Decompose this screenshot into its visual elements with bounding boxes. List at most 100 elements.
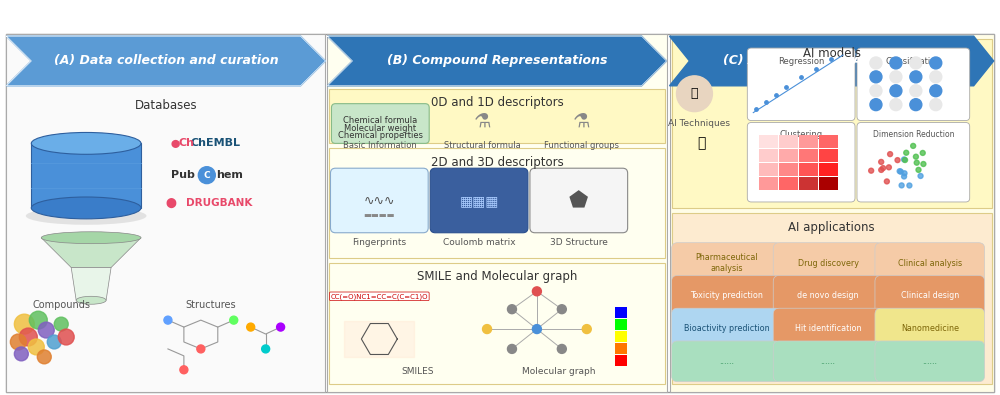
Circle shape — [890, 99, 902, 111]
Point — [768, 92, 784, 98]
Polygon shape — [6, 36, 325, 86]
Text: Databases: Databases — [135, 99, 197, 112]
Circle shape — [902, 174, 907, 179]
FancyBboxPatch shape — [773, 275, 883, 316]
Ellipse shape — [41, 232, 141, 244]
Circle shape — [920, 150, 925, 155]
Circle shape — [911, 143, 916, 149]
Point — [778, 84, 794, 90]
Text: Coulomb matrix: Coulomb matrix — [443, 238, 515, 247]
Circle shape — [903, 158, 908, 162]
Text: Pub: Pub — [171, 170, 195, 180]
Circle shape — [930, 85, 942, 97]
Circle shape — [557, 344, 566, 354]
Bar — [819, 163, 838, 176]
Text: ......: ...... — [922, 357, 937, 366]
Circle shape — [28, 339, 44, 355]
Text: ......: ...... — [719, 357, 734, 366]
FancyBboxPatch shape — [530, 168, 628, 233]
Text: hem: hem — [216, 170, 243, 180]
FancyBboxPatch shape — [773, 308, 883, 349]
Ellipse shape — [31, 197, 141, 219]
Text: Nanomedicine: Nanomedicine — [901, 324, 959, 333]
Text: Chemical properties: Chemical properties — [338, 132, 423, 141]
Circle shape — [921, 162, 926, 166]
Circle shape — [180, 366, 188, 374]
Circle shape — [897, 169, 902, 174]
Circle shape — [14, 347, 28, 361]
Circle shape — [164, 316, 172, 324]
Ellipse shape — [31, 132, 141, 154]
Polygon shape — [327, 36, 667, 86]
Circle shape — [582, 325, 591, 333]
Circle shape — [247, 323, 255, 331]
Text: Classification: Classification — [886, 57, 942, 66]
Bar — [779, 135, 798, 149]
Circle shape — [930, 99, 942, 111]
Text: ▦▦▦: ▦▦▦ — [459, 194, 499, 208]
Point — [793, 74, 809, 80]
Circle shape — [19, 328, 37, 346]
Text: Basic Information: Basic Information — [343, 141, 417, 150]
Text: SMILES: SMILES — [401, 367, 433, 376]
Text: 3D Structure: 3D Structure — [550, 238, 608, 247]
Circle shape — [507, 305, 516, 314]
Circle shape — [277, 323, 285, 331]
FancyBboxPatch shape — [875, 243, 985, 283]
Bar — [779, 163, 798, 176]
FancyBboxPatch shape — [747, 48, 855, 120]
Point — [823, 56, 839, 62]
Text: ∿∿∿: ∿∿∿ — [364, 194, 395, 207]
Circle shape — [910, 71, 922, 83]
Circle shape — [881, 166, 886, 171]
Polygon shape — [71, 267, 111, 300]
FancyBboxPatch shape — [672, 341, 781, 382]
Circle shape — [10, 334, 26, 350]
Circle shape — [47, 335, 61, 349]
Text: Chemical formula: Chemical formula — [343, 116, 417, 124]
Bar — [799, 149, 818, 162]
Text: Structures: Structures — [185, 300, 236, 310]
Bar — [615, 331, 627, 342]
Text: 💻: 💻 — [697, 136, 706, 150]
Text: ChEMBL: ChEMBL — [191, 138, 241, 149]
FancyBboxPatch shape — [672, 243, 781, 283]
Circle shape — [198, 167, 215, 184]
Text: Pharmaceutical
analysis: Pharmaceutical analysis — [695, 253, 758, 273]
Text: 🧠: 🧠 — [691, 87, 698, 100]
Text: Clinical design: Clinical design — [901, 291, 959, 300]
Text: ⚗: ⚗ — [473, 112, 491, 131]
Circle shape — [910, 85, 922, 97]
Text: Functional groups: Functional groups — [544, 141, 619, 150]
Circle shape — [890, 85, 902, 97]
Text: Compounds: Compounds — [32, 300, 90, 310]
Circle shape — [910, 99, 922, 111]
Polygon shape — [670, 36, 994, 86]
Text: Structural formula: Structural formula — [444, 141, 520, 150]
Text: AI Techniques: AI Techniques — [668, 119, 730, 128]
Text: Molecular weight: Molecular weight — [344, 124, 416, 133]
Text: Drug discovery: Drug discovery — [798, 259, 859, 267]
Circle shape — [870, 99, 882, 111]
Circle shape — [930, 71, 942, 83]
FancyBboxPatch shape — [331, 103, 429, 143]
Text: AI applications: AI applications — [788, 221, 875, 234]
Bar — [819, 149, 838, 162]
FancyBboxPatch shape — [329, 89, 665, 143]
Bar — [779, 149, 798, 162]
Text: Fingerprints: Fingerprints — [352, 238, 406, 247]
Text: Clustering: Clustering — [780, 130, 823, 139]
Circle shape — [14, 314, 34, 334]
FancyBboxPatch shape — [672, 308, 781, 349]
Bar — [759, 135, 778, 149]
Text: AI models: AI models — [803, 47, 861, 60]
Circle shape — [262, 345, 270, 353]
Polygon shape — [41, 238, 141, 267]
Bar — [819, 177, 838, 190]
FancyBboxPatch shape — [6, 34, 994, 391]
Circle shape — [886, 165, 891, 170]
Bar — [799, 163, 818, 176]
Bar — [759, 149, 778, 162]
Text: Clinical analysis: Clinical analysis — [898, 259, 962, 267]
Bar — [615, 307, 627, 318]
